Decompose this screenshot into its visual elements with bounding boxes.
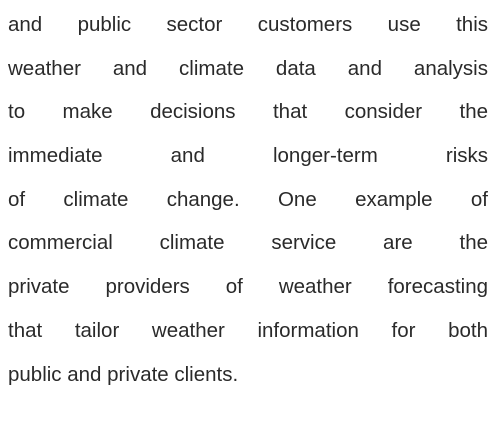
text-line: of climate change. One example of (8, 187, 488, 211)
text-line: that tailor weather information for both (8, 318, 488, 342)
text-line: to make decisions that consider the (8, 100, 488, 124)
text-line: commercial climate service are the (8, 231, 488, 255)
paragraph: and public sector customers use this weat… (8, 3, 488, 396)
text-line: immediate and longer-term risks (8, 144, 488, 168)
text-line: and public sector customers use this (8, 13, 488, 36)
text-line: weather and climate data and analysis (8, 56, 488, 80)
text-line: public and private clients. (8, 362, 239, 386)
text-line: private providers of weather forecasting (8, 275, 488, 299)
